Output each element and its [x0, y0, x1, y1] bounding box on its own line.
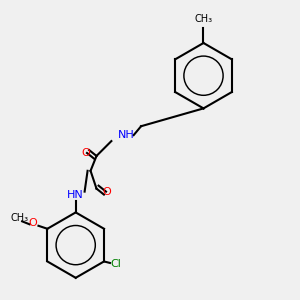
- Text: NH: NH: [118, 130, 135, 140]
- Text: CH₃: CH₃: [194, 14, 213, 24]
- Text: O: O: [28, 218, 37, 228]
- Text: CH₃: CH₃: [10, 213, 28, 224]
- Text: HN: HN: [67, 190, 84, 200]
- Text: Cl: Cl: [110, 260, 121, 269]
- Text: O: O: [82, 148, 91, 158]
- Text: O: O: [103, 187, 111, 196]
